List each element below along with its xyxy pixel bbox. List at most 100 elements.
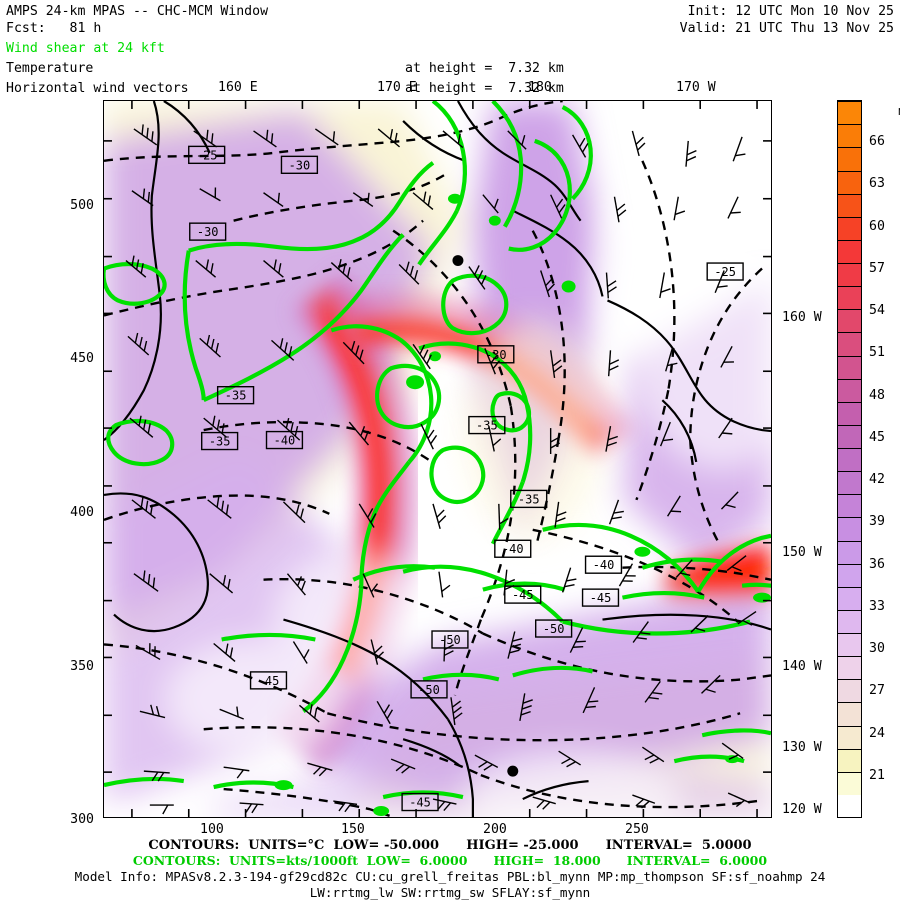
- colorbar-cell: [838, 378, 861, 402]
- colorbar-units: m s-1: [868, 88, 900, 133]
- colorbar-cell: [838, 725, 861, 749]
- footer-model-info-2: LW:rrtmg_lw SW:rrtmg_sw SFLAY:sf_mynn: [309, 885, 591, 900]
- colorbar-tick-label: 45: [869, 429, 885, 445]
- svg-text:-45: -45: [409, 796, 431, 810]
- colorbar-tick-label: 36: [869, 556, 885, 572]
- contour-label: -45: [581, 588, 620, 607]
- colorbar-cell: [838, 633, 861, 657]
- map-plot-area[interactable]: -25 -30 -30 -35 -35 -40 -25 -30 -35 -35 -40 -40 -45 -…: [103, 100, 772, 818]
- svg-text:-50: -50: [418, 683, 440, 697]
- contour-label: -50: [410, 680, 448, 699]
- svg-text:-50: -50: [439, 633, 461, 647]
- contour-label: -40: [265, 430, 304, 450]
- right-axis-label-160w: 160 W: [782, 310, 822, 325]
- bottom-axis-label-100: 100: [200, 822, 224, 837]
- contour-label: -35: [468, 415, 506, 435]
- colorbar-cell: [838, 748, 861, 772]
- left-axis-label-400: 400: [70, 505, 94, 520]
- colorbar-cell: [838, 702, 861, 726]
- colorbar-tick-label: 57: [869, 260, 885, 276]
- contour-label: -30: [477, 345, 515, 364]
- colorbar-cell: [838, 424, 861, 448]
- colorbar-cell: [838, 609, 861, 633]
- colorbar-cell: [838, 101, 861, 125]
- colorbar[interactable]: [837, 100, 862, 818]
- svg-text:-30: -30: [197, 225, 219, 239]
- svg-text:-40: -40: [502, 542, 524, 556]
- colorbar-tick-label: 51: [869, 345, 885, 361]
- colorbar-cell: [838, 263, 861, 287]
- right-axis-label-130w: 130 W: [782, 740, 822, 755]
- bottom-axis-label-150: 150: [341, 822, 365, 837]
- colorbar-tick-label: 63: [869, 176, 885, 192]
- left-axis-label-300: 300: [70, 812, 94, 827]
- colorbar-cell: [838, 586, 861, 610]
- left-axis-label-350: 350: [70, 659, 94, 674]
- colorbar-cell: [838, 656, 861, 680]
- temperature-height: at height = 7.32 km: [405, 61, 564, 76]
- colorbar-cell: [838, 309, 861, 333]
- wind-barbs: [125, 124, 757, 815]
- svg-text:-25: -25: [714, 265, 736, 279]
- svg-text:-40: -40: [593, 558, 615, 572]
- contour-label: -45: [401, 792, 439, 812]
- colorbar-cell: [838, 540, 861, 564]
- init-time: Init: 12 UTC Mon 10 Nov 25: [687, 4, 894, 19]
- svg-text:-35: -35: [476, 419, 498, 433]
- colorbar-cell: [838, 471, 861, 495]
- colorbar-cell: [838, 193, 861, 217]
- contour-label: -30: [280, 155, 319, 174]
- wind-shear-contours: [104, 101, 771, 800]
- temperature-label: Temperature: [6, 61, 94, 76]
- station-marker-1: [452, 255, 464, 267]
- colorbar-cell: [838, 170, 861, 194]
- contour-value-labels: -25 -30 -30 -35 -35 -40 -25 -30 -35 -35 -40 -40 -45 -…: [188, 145, 744, 812]
- wind-shear-label: Wind shear at 24 kft: [6, 41, 165, 56]
- left-axis-label-500: 500: [70, 198, 94, 213]
- contour-label: -30: [189, 222, 227, 241]
- wind-shear-contour-fills: [274, 193, 771, 817]
- colorbar-tick-label: 24: [869, 725, 885, 741]
- top-axis-label-0: 160 E: [218, 80, 258, 95]
- colorbar-tick-label: 48: [869, 387, 885, 403]
- bottom-axis-label-200: 200: [483, 822, 507, 837]
- svg-text:-35: -35: [225, 389, 247, 403]
- svg-text:-40: -40: [274, 434, 296, 448]
- colorbar-tick-label: 66: [869, 134, 885, 150]
- colorbar-cell: [838, 794, 861, 817]
- wind-vectors-height: at height = 7.32 km: [405, 81, 564, 96]
- colorbar-tick-label: 27: [869, 683, 885, 699]
- colorbar-cell: [838, 401, 861, 425]
- contour-label: -35: [510, 489, 548, 509]
- bottom-axis-label-250: 250: [625, 822, 649, 837]
- contour-label: -45: [504, 585, 542, 604]
- right-axis-label-120w: 120 W: [782, 802, 822, 817]
- contour-label: -40: [494, 539, 532, 558]
- wind-vectors-label: Horizontal wind vectors: [6, 81, 189, 96]
- colorbar-tick-label: 33: [869, 598, 885, 614]
- contour-label: -25: [188, 145, 226, 165]
- forecast-hour-label: Fcst: 81 h: [6, 21, 102, 36]
- right-axis-label-140w: 140 W: [782, 659, 822, 674]
- svg-text:-30: -30: [289, 158, 311, 172]
- colorbar-cell: [838, 216, 861, 240]
- axis-ticks: [104, 101, 771, 817]
- colorbar-cell: [838, 286, 861, 310]
- footer-contours-shear: CONTOURS: UNITS=kts/1000ft LOW= 6.0000 H…: [132, 853, 768, 868]
- colorbar-cell: [838, 124, 861, 148]
- colorbar-cell: [838, 771, 861, 795]
- colorbar-cell: [838, 494, 861, 518]
- contour-label: -50: [535, 619, 573, 638]
- top-axis-label-1: 170 E: [377, 80, 417, 95]
- top-axis-label-2: 180: [528, 80, 552, 95]
- contour-label: -40: [584, 555, 623, 574]
- svg-text:-45: -45: [512, 588, 534, 602]
- colorbar-tick-label: 30: [869, 641, 885, 657]
- left-axis-label-450: 450: [70, 351, 94, 366]
- right-axis-label-150w: 150 W: [782, 545, 822, 560]
- svg-text:-45: -45: [590, 591, 612, 605]
- colorbar-tick-label: 21: [869, 767, 885, 783]
- chart-title: AMPS 24-km MPAS -- CHC-MCM Window: [6, 4, 269, 19]
- footer-contours-temp: CONTOURS: UNITS=°C LOW= -50.000 HIGH= -2…: [148, 838, 752, 853]
